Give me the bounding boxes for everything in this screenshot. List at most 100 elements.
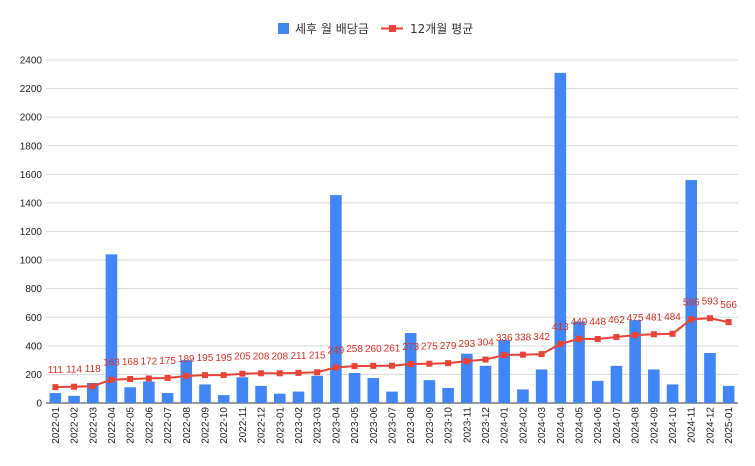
average-point [201, 372, 208, 379]
average-data-label: 211 [291, 351, 307, 362]
average-point [426, 360, 433, 367]
average-point [463, 358, 470, 365]
average-data-label: 111 [48, 365, 64, 376]
average-data-label: 449 [571, 317, 588, 328]
y-axis: 0 200 400 600 800 1000 1200 1400 1600 1800 2000 220… [20, 56, 43, 410]
bar [105, 254, 118, 403]
x-tick-label: 2024-01 [500, 407, 511, 444]
average-data-label: 205 [234, 352, 251, 363]
average-data-label: 208 [271, 351, 288, 362]
y-tick-label: 0 [36, 399, 42, 410]
average-data-label: 215 [309, 350, 326, 361]
bar [461, 353, 473, 403]
x-tick-label: 2023-09 [425, 407, 436, 444]
y-tick-label: 800 [25, 284, 42, 295]
x-tick-label: 2022-12 [257, 407, 268, 444]
bar [386, 391, 398, 403]
average-point [594, 335, 601, 342]
bar [86, 382, 99, 403]
x-tick-label: 2023-08 [406, 407, 417, 444]
x-tick-label: 2022-04 [107, 407, 118, 444]
bar [255, 385, 267, 403]
bar [666, 384, 679, 403]
y-tick-label: 1200 [20, 227, 43, 238]
average-point [501, 351, 508, 358]
y-tick-label: 2000 [20, 113, 43, 124]
x-tick-label: 2022-08 [182, 407, 193, 444]
bar [610, 365, 623, 403]
average-data-label: 593 [702, 296, 719, 307]
average-point [89, 383, 96, 390]
average-point [482, 356, 489, 363]
bar [573, 321, 585, 403]
average-data-label: 338 [515, 333, 532, 344]
average-data-label: 114 [66, 365, 82, 376]
x-tick-label: 2024-10 [668, 407, 679, 444]
average-point [220, 372, 227, 379]
average-data-label: 172 [141, 356, 158, 367]
x-tick-label: 2022-01 [51, 407, 62, 444]
x-tick-label: 2024-12 [705, 407, 716, 444]
average-point [669, 330, 676, 337]
bar [554, 72, 567, 404]
average-data-label: 249 [328, 345, 345, 356]
average-point [632, 332, 639, 339]
x-tick-label: 2024-05 [575, 407, 586, 444]
average-data-label: 163 [103, 358, 120, 369]
bar [180, 360, 193, 403]
y-tick-label: 400 [25, 341, 42, 352]
average-point [576, 335, 583, 342]
average-point [613, 333, 620, 340]
x-tick-label: 2023-11 [462, 407, 473, 443]
bar [330, 195, 342, 403]
bar [311, 375, 323, 403]
legend: 세후 월 배당금 12개월 평균 [278, 22, 473, 36]
y-tick-label: 2200 [20, 84, 43, 95]
legend-bar-swatch [278, 23, 289, 34]
average-point [370, 362, 377, 369]
bar [722, 385, 735, 403]
legend-bar-label: 세후 월 배당금 [295, 22, 369, 36]
gridlines [46, 59, 738, 404]
x-tick-label: 2023-03 [313, 407, 324, 444]
bar [648, 369, 660, 403]
average-data-label: 208 [253, 351, 270, 362]
x-tick-label: 2024-08 [631, 407, 642, 444]
x-tick-label: 2023-10 [444, 407, 455, 444]
average-point [706, 315, 713, 322]
average-point [71, 383, 78, 390]
average-data-label: 448 [589, 317, 606, 328]
average-point [389, 362, 395, 369]
x-tick-label: 2022-05 [126, 407, 137, 444]
x-tick-label: 2025-01 [724, 407, 735, 444]
average-data-label: 342 [533, 332, 550, 343]
x-tick-label: 2023-02 [294, 407, 305, 444]
x-tick-label: 2022-06 [144, 407, 155, 444]
average-data-label: 279 [440, 341, 457, 352]
average-data-label: 118 [85, 364, 101, 375]
y-tick-label: 2400 [20, 56, 43, 67]
x-tick-label: 2024-06 [593, 407, 604, 444]
average-data-label: 258 [346, 344, 363, 355]
bar [124, 387, 136, 403]
bar [143, 381, 155, 403]
average-data-label: 261 [384, 344, 401, 355]
bar [273, 393, 286, 403]
x-tick-label: 2022-09 [200, 407, 211, 444]
average-data-label: 195 [197, 353, 214, 364]
average-point [650, 331, 657, 338]
bar [348, 372, 361, 403]
average-point [52, 384, 59, 391]
x-tick-label: 2023-12 [481, 407, 492, 444]
y-tick-label: 1800 [20, 141, 43, 152]
bar [199, 384, 211, 403]
average-point [239, 370, 246, 377]
y-tick-label: 1000 [20, 256, 43, 267]
bar [629, 320, 641, 403]
y-tick-label: 200 [25, 370, 42, 381]
x-tick-label: 2023-07 [388, 407, 399, 444]
average-data-label: 336 [496, 333, 513, 344]
y-tick-label: 1600 [20, 170, 43, 181]
